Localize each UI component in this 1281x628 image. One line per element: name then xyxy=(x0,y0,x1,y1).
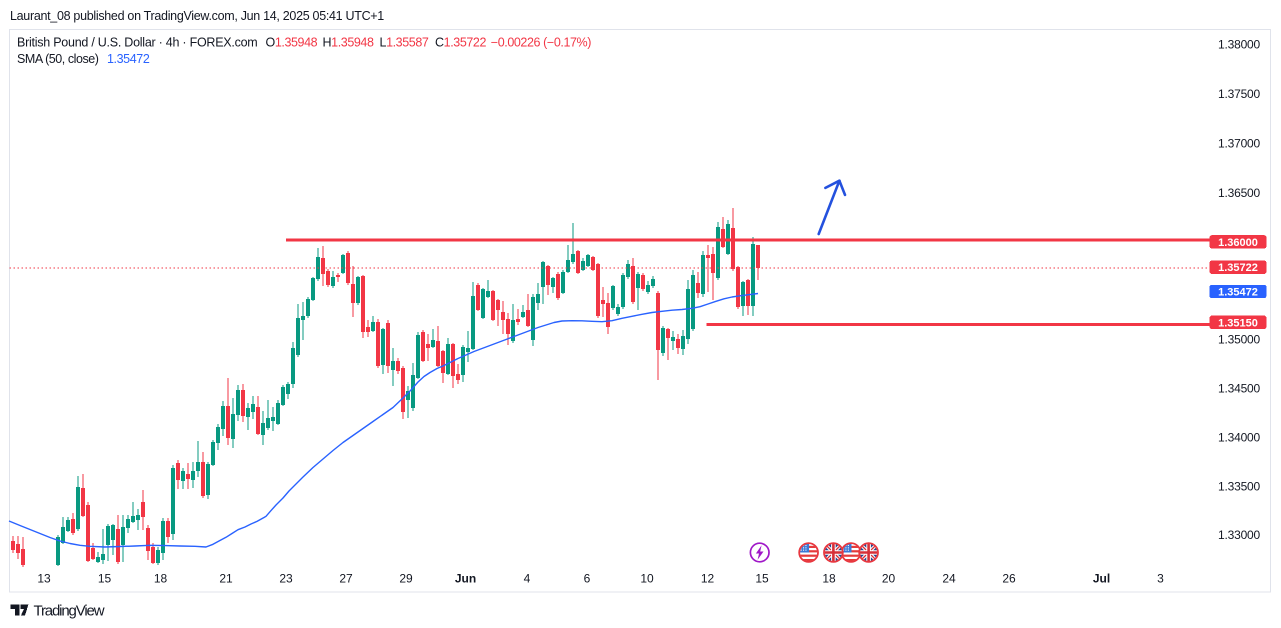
svg-text:23: 23 xyxy=(279,572,293,586)
svg-text:−0.00226 (−0.17%): −0.00226 (−0.17%) xyxy=(491,36,591,50)
svg-text:1.35722: 1.35722 xyxy=(1218,262,1258,274)
svg-text:1.35150: 1.35150 xyxy=(1218,317,1258,329)
svg-text:1.37500: 1.37500 xyxy=(1218,87,1261,101)
svg-text:L1.35587: L1.35587 xyxy=(380,36,429,50)
svg-text:Jun: Jun xyxy=(455,572,476,586)
svg-text:C1.35722: C1.35722 xyxy=(435,36,486,50)
svg-text:Laurant_08 published on Tradin: Laurant_08 published on TradingView.com,… xyxy=(10,9,384,23)
svg-text:TradingView: TradingView xyxy=(34,603,105,620)
svg-text:3: 3 xyxy=(1157,572,1164,586)
svg-text:SMA (50, close): SMA (50, close) xyxy=(17,52,99,66)
svg-text:1.36000: 1.36000 xyxy=(1218,237,1258,249)
svg-text:6: 6 xyxy=(584,572,591,586)
svg-text:British Pound / U.S. Dollar ·: British Pound / U.S. Dollar · 4h · FOREX… xyxy=(17,36,257,50)
svg-text:Jul: Jul xyxy=(1093,572,1110,586)
svg-text:1.35472: 1.35472 xyxy=(107,52,150,66)
svg-text:13: 13 xyxy=(37,572,51,586)
svg-text:12: 12 xyxy=(701,572,715,586)
svg-text:10: 10 xyxy=(640,572,654,586)
svg-text:15: 15 xyxy=(98,572,112,586)
svg-text:H1.35948: H1.35948 xyxy=(323,36,374,50)
svg-text:27: 27 xyxy=(339,572,353,586)
svg-text:1.38000: 1.38000 xyxy=(1218,38,1261,52)
svg-text:1.35472: 1.35472 xyxy=(1218,287,1258,299)
svg-text:1.33000: 1.33000 xyxy=(1218,528,1261,542)
svg-text:1.34500: 1.34500 xyxy=(1218,382,1261,396)
svg-text:29: 29 xyxy=(399,572,413,586)
svg-text:1.36500: 1.36500 xyxy=(1218,186,1261,200)
svg-text:24: 24 xyxy=(942,572,956,586)
svg-text:4: 4 xyxy=(524,572,531,586)
svg-text:1.35000: 1.35000 xyxy=(1218,333,1261,347)
svg-text:18: 18 xyxy=(154,572,168,586)
svg-text:1.33500: 1.33500 xyxy=(1218,480,1261,494)
svg-text:18: 18 xyxy=(822,572,836,586)
svg-text:21: 21 xyxy=(219,572,233,586)
svg-text:1.34000: 1.34000 xyxy=(1218,431,1261,445)
svg-text:20: 20 xyxy=(882,572,896,586)
svg-text:26: 26 xyxy=(1002,572,1016,586)
svg-text:1.37000: 1.37000 xyxy=(1218,136,1261,150)
svg-text:15: 15 xyxy=(755,572,769,586)
svg-text:O1.35948: O1.35948 xyxy=(266,36,318,50)
